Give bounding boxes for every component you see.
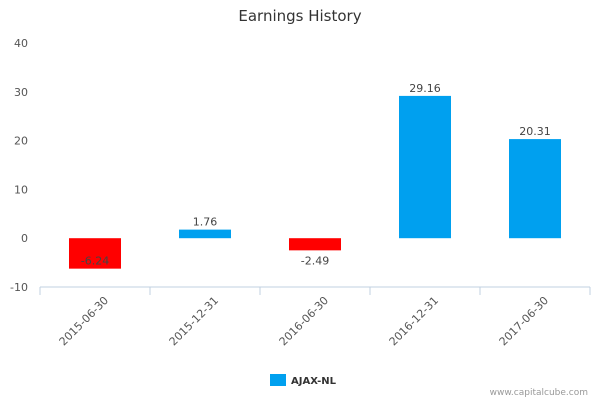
bar-2016-06-30[interactable] <box>289 238 341 251</box>
watermark: www.capitalcube.com <box>490 388 588 398</box>
x-tick-label: 2015-12-31 <box>167 294 221 348</box>
y-tick-label: 0 <box>21 232 28 245</box>
x-tick-label: 2016-06-30 <box>277 294 331 348</box>
x-tick-label: 2016-12-31 <box>387 294 441 348</box>
x-axis-ticks <box>39 287 591 295</box>
x-tick-label: 2017-06-30 <box>497 294 551 348</box>
x-axis-tick-labels: 2015-06-30 2015-12-31 2016-06-30 2016-12-31… <box>57 294 551 348</box>
data-label: 1.76 <box>193 216 218 229</box>
y-tick-label: -10 <box>10 281 28 294</box>
legend[interactable]: AJAX-NL <box>270 374 337 387</box>
legend-swatch <box>270 374 286 386</box>
data-labels-group: -6.24 1.76 -2.49 29.16 20.31 <box>81 82 551 268</box>
bar-2015-12-31[interactable] <box>179 229 231 239</box>
data-label: -2.49 <box>301 254 329 267</box>
data-label: 20.31 <box>519 125 551 138</box>
legend-label: AJAX-NL <box>291 376 337 387</box>
bar-2017-06-30[interactable] <box>509 139 561 239</box>
y-tick-label: 20 <box>14 135 28 148</box>
y-axis-tick-labels: -10 0 10 20 30 40 <box>10 37 28 294</box>
y-tick-label: 10 <box>14 183 28 196</box>
y-tick-label: 30 <box>14 86 28 99</box>
y-tick-label: 40 <box>14 37 28 50</box>
x-tick-label: 2015-06-30 <box>57 294 111 348</box>
chart-title: Earnings History <box>238 7 361 25</box>
data-label: -6.24 <box>81 255 109 268</box>
bar-2015-06-30[interactable] <box>69 238 121 269</box>
bars-group <box>69 95 561 269</box>
data-label: 29.16 <box>409 82 441 95</box>
bar-2016-12-31[interactable] <box>399 95 451 239</box>
